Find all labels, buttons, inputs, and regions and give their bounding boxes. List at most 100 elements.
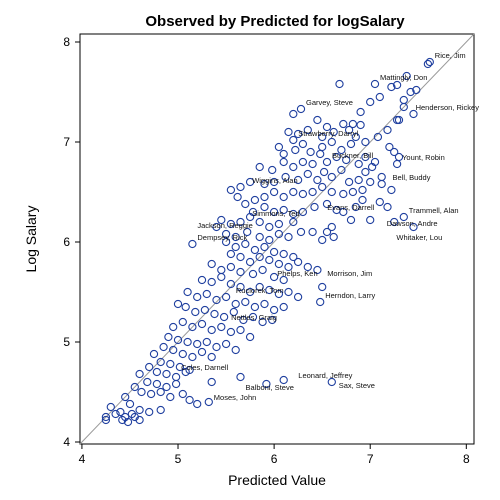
data-point — [383, 125, 392, 135]
data-point — [377, 172, 386, 182]
data-point — [255, 232, 264, 242]
reference-line-layer — [79, 33, 475, 445]
data-point — [236, 372, 245, 382]
point-annotation: Buckner, Bill — [332, 151, 374, 160]
data-point — [394, 115, 404, 125]
data-point — [308, 227, 317, 237]
data-point — [162, 382, 171, 392]
point-annotation: Wiggins, Alan — [252, 176, 297, 185]
data-point — [152, 367, 162, 377]
data-point — [392, 80, 402, 90]
x-tick-label: 5 — [175, 452, 182, 466]
data-point — [370, 79, 380, 89]
x-tick-label: 7 — [367, 452, 374, 466]
data-point — [279, 249, 288, 259]
data-point — [399, 102, 408, 112]
data-point — [255, 252, 264, 262]
data-point — [318, 282, 327, 292]
data-point — [193, 339, 202, 349]
data-point — [236, 325, 245, 335]
data-point — [358, 185, 367, 195]
data-point — [298, 189, 308, 199]
data-point — [255, 217, 264, 227]
data-point — [337, 145, 346, 155]
data-point — [269, 272, 279, 282]
data-point — [327, 187, 336, 197]
annotations-layer: Rice, Jim Mattingly, Don Garvey, Steve Hend… — [181, 51, 479, 402]
point-annotation: Whitaker, Lou — [396, 233, 442, 242]
point-annotation: Morrison, Jim — [327, 269, 372, 278]
data-point — [248, 269, 258, 279]
data-point — [409, 222, 418, 232]
data-point — [166, 392, 175, 402]
data-point — [265, 255, 274, 265]
data-point — [231, 242, 240, 252]
data-point — [229, 307, 238, 317]
data-point — [348, 119, 358, 129]
data-point — [137, 387, 146, 397]
data-point — [207, 352, 216, 362]
data-point — [260, 202, 269, 212]
y-tick-label: 7 — [63, 135, 70, 149]
data-point — [289, 162, 298, 172]
data-point — [284, 127, 293, 137]
points-layer — [101, 57, 434, 427]
point-annotation: Leonard, Jeffrey — [298, 371, 352, 380]
data-point — [245, 212, 255, 222]
data-point — [316, 149, 325, 159]
data-point — [279, 275, 288, 285]
data-point — [375, 197, 384, 207]
data-point — [298, 157, 308, 167]
data-point — [169, 345, 178, 355]
data-point — [197, 275, 207, 285]
data-point — [226, 185, 236, 195]
data-point — [289, 109, 298, 119]
point-annotation: Sax, Steve — [339, 381, 375, 390]
data-point — [207, 377, 216, 387]
data-point — [118, 415, 127, 425]
chart-title: Observed by Predicted for logSalary — [145, 13, 405, 30]
data-point — [166, 359, 175, 369]
data-point — [145, 407, 154, 417]
data-point — [279, 157, 288, 167]
data-point — [332, 152, 341, 162]
data-point — [293, 175, 303, 185]
data-point — [231, 299, 240, 309]
point-annotation: Dempsey, Rick — [197, 233, 247, 242]
x-axis-label: Predicted Value — [228, 472, 326, 488]
data-point — [248, 312, 258, 322]
data-point — [111, 409, 120, 419]
point-annotation: Trammell, Alan — [409, 206, 459, 215]
data-point — [344, 177, 354, 187]
data-point — [200, 305, 210, 315]
x-tick-label: 4 — [79, 452, 86, 466]
data-point — [387, 185, 396, 195]
data-point — [156, 405, 165, 415]
point-annotation: Nettles, Graig — [231, 313, 277, 322]
data-point — [173, 299, 183, 309]
data-point — [217, 322, 226, 332]
data-point — [284, 232, 293, 242]
y-tick-label: 6 — [63, 235, 70, 249]
data-point — [233, 192, 242, 202]
data-point — [327, 137, 336, 147]
data-point — [279, 192, 288, 202]
data-point — [162, 369, 171, 379]
data-point — [356, 107, 365, 117]
data-point — [344, 125, 354, 135]
data-point — [188, 322, 197, 332]
data-point — [318, 142, 327, 152]
data-point — [193, 399, 202, 409]
data-point — [226, 262, 236, 272]
data-point — [318, 182, 327, 192]
data-point — [406, 87, 415, 97]
data-point — [298, 207, 308, 217]
data-point — [346, 139, 356, 149]
data-point — [181, 367, 190, 377]
data-point — [322, 199, 332, 209]
data-point — [303, 169, 312, 179]
data-point — [339, 189, 348, 199]
data-point — [351, 132, 360, 142]
data-point — [185, 365, 194, 375]
